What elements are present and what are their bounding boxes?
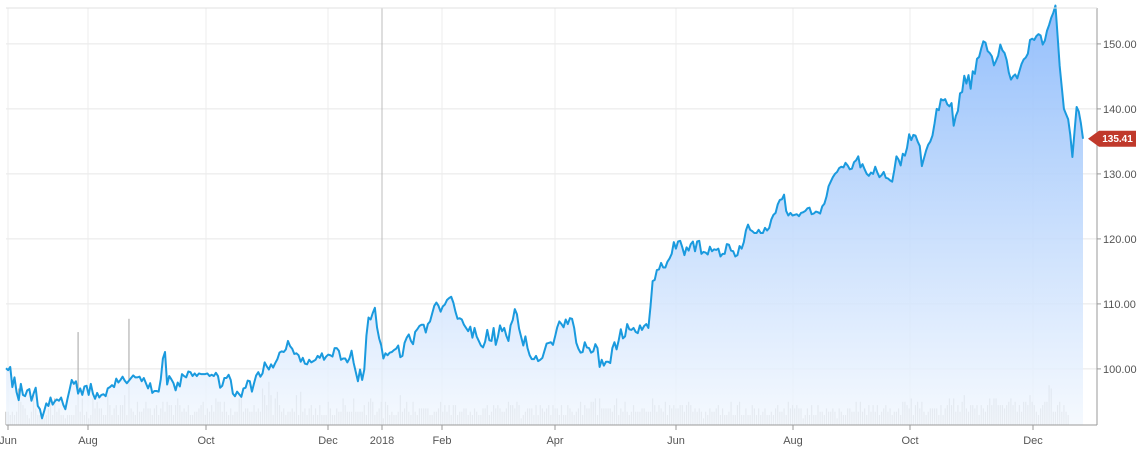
y-axis: 100.00 110.00 120.00 130.00 140.00 150.00 bbox=[1097, 39, 1137, 376]
volume-bar bbox=[77, 332, 79, 425]
x-tick-label: Oct bbox=[197, 435, 214, 447]
x-tick-label: Aug bbox=[78, 435, 98, 447]
x-tick-label: Dec bbox=[1023, 435, 1043, 447]
x-tick-label: Feb bbox=[433, 435, 452, 447]
price-area-fill bbox=[6, 5, 1083, 426]
x-tick-label: Jun bbox=[0, 435, 17, 447]
x-tick-label: Dec bbox=[318, 435, 338, 447]
y-tick-label: 100.00 bbox=[1103, 364, 1137, 376]
y-tick-label: 110.00 bbox=[1103, 299, 1136, 311]
y-tick-label: 150.00 bbox=[1103, 39, 1137, 51]
last-price-label: 135.41 bbox=[1102, 134, 1133, 145]
x-tick-label: Jun bbox=[667, 435, 685, 447]
x-tick-label: 2018 bbox=[370, 435, 394, 447]
price-line bbox=[5, 4, 1084, 420]
last-price-badge-shape bbox=[1088, 130, 1136, 147]
chart-frame bbox=[6, 7, 1098, 426]
y-tick-label: 140.00 bbox=[1103, 104, 1137, 116]
volume-bar bbox=[128, 318, 130, 425]
y-tick-label: 130.00 bbox=[1103, 169, 1137, 181]
last-price-badge: 135.41 bbox=[1088, 130, 1136, 147]
y-tick-label: 120.00 bbox=[1103, 234, 1137, 246]
x-tick-label: Aug bbox=[783, 435, 803, 447]
x-tick-label: Apr bbox=[546, 435, 563, 447]
price-area bbox=[5, 4, 1084, 426]
x-tick-label: Oct bbox=[901, 435, 918, 447]
x-axis: Jun Aug Oct Dec 2018 Feb Apr Jun Aug Oct Dec bbox=[0, 425, 1043, 447]
